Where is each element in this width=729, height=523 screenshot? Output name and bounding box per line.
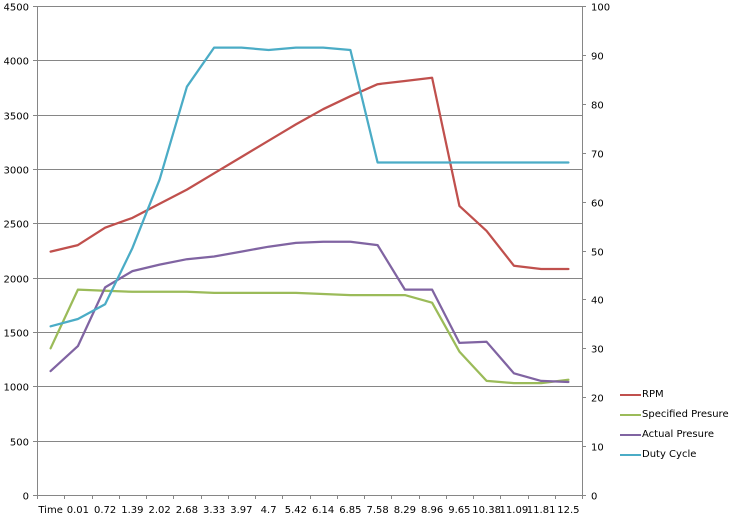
x-tick-label: 8.29 — [394, 505, 416, 516]
x-tick-label: 4.7 — [261, 505, 277, 516]
y-tick-label: 4000 — [4, 57, 29, 68]
x-axis-labels: Time 0.01 0.72 1.39 2.02 2.68 3.33 3.97 4.7 5.42 6… — [37, 505, 579, 516]
legend-label: Actual Presure — [642, 429, 714, 440]
y2-tick-label: 100 — [591, 3, 610, 14]
x-tick-label: 6.85 — [339, 505, 361, 516]
legend-item-specified-presure: Specified Presure — [620, 409, 729, 423]
x-tick-label: 0.72 — [94, 505, 116, 516]
data-series — [49, 46, 570, 385]
legend-swatch-duty-cycle — [620, 453, 641, 456]
y-tick-label: 3000 — [4, 166, 29, 177]
x-tick-label: 8.96 — [421, 505, 443, 516]
y-tick-label: 500 — [10, 438, 29, 449]
x-tick-label: 1.39 — [121, 505, 143, 516]
x-tick-label: 7.58 — [366, 505, 388, 516]
x-tick-label: 0.01 — [67, 505, 89, 516]
legend-label: Duty Cycle — [642, 449, 697, 460]
y-tick-label: 2500 — [4, 220, 29, 231]
x-tick-label: 12.5 — [557, 505, 579, 516]
legend-swatch-actual-presure — [620, 433, 641, 436]
y2-tick-label: 20 — [591, 394, 604, 405]
legend-swatch-rpm — [620, 393, 641, 396]
legend-item-rpm: RPM — [620, 389, 664, 403]
legend-item-duty-cycle: Duty Cycle — [620, 449, 696, 463]
legend-label: RPM — [642, 389, 664, 400]
x-tick-label: 3.33 — [203, 505, 225, 516]
left-y-axis-labels: 0 500 1000 1500 2000 2500 3000 3500 4000 4500 — [4, 3, 29, 503]
x-tick-label: 10.38 — [472, 505, 501, 516]
x-tick-label: 11.81 — [527, 505, 556, 516]
series-line-rpm — [49, 76, 570, 271]
x-tick-label: 2.68 — [176, 505, 198, 516]
y2-tick-label: 90 — [591, 52, 604, 63]
right-y-axis-labels: 0 10 20 30 40 50 60 70 80 90 100 — [591, 3, 610, 503]
x-tick-label: 11.09 — [500, 505, 529, 516]
y-tick-label: 4500 — [4, 3, 29, 14]
x-tick-label: 6.14 — [312, 505, 334, 516]
x-tick-label: Time — [37, 505, 62, 516]
y-tick-label: 1500 — [4, 329, 29, 340]
series-line-actual-presure — [49, 240, 570, 384]
y2-tick-label: 50 — [591, 248, 604, 259]
axes — [33, 6, 586, 499]
x-tick-label: 2.02 — [148, 505, 170, 516]
legend-swatch-specified-presure — [620, 413, 641, 416]
y-tick-label: 0 — [23, 492, 29, 503]
x-tick-label: 9.65 — [448, 505, 470, 516]
y-tick-label: 2000 — [4, 275, 29, 286]
y2-tick-label: 60 — [591, 199, 604, 210]
y2-tick-label: 80 — [591, 101, 604, 112]
y2-tick-label: 10 — [591, 443, 604, 454]
gridlines — [37, 6, 582, 442]
y2-tick-label: 30 — [591, 345, 604, 356]
legend-item-actual-presure: Actual Presure — [620, 429, 714, 443]
y-tick-label: 1000 — [4, 383, 29, 394]
y2-tick-label: 0 — [591, 492, 597, 503]
series-line-specified-presure — [49, 288, 570, 385]
series-line-duty-cycle — [49, 46, 570, 328]
y2-tick-label: 40 — [591, 296, 604, 307]
x-tick-label: 5.42 — [285, 505, 307, 516]
y-tick-label: 3500 — [4, 112, 29, 123]
y2-tick-label: 70 — [591, 150, 604, 161]
x-tick-label: 3.97 — [230, 505, 252, 516]
legend-label: Specified Presure — [642, 409, 729, 420]
